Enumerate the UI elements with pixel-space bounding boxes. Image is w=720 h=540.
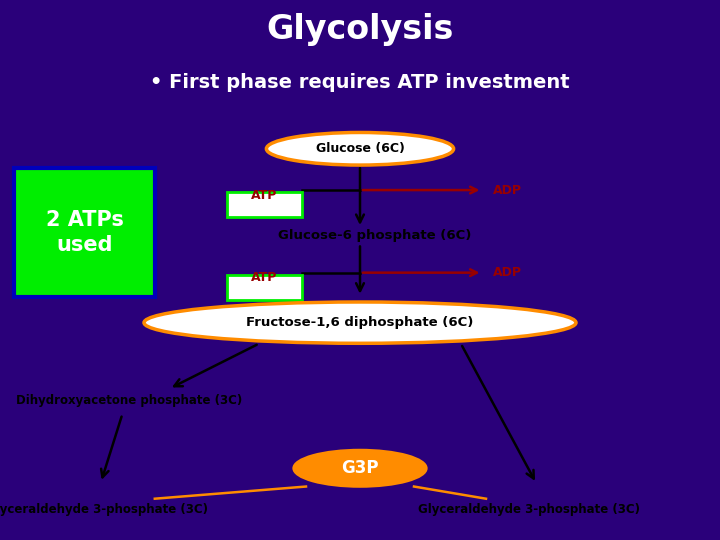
Text: Fructose-1,6 diphosphate (6C): Fructose-1,6 diphosphate (6C) [246,316,474,329]
Text: ADP: ADP [493,266,522,279]
Text: Dihydroxyacetone phosphate (3C): Dihydroxyacetone phosphate (3C) [17,394,243,407]
Text: ADP: ADP [493,184,522,197]
Text: Glucose (6C): Glucose (6C) [315,142,405,156]
Text: Glycolysis: Glycolysis [266,13,454,46]
FancyBboxPatch shape [14,168,155,296]
Text: Glyceraldehyde 3-phosphate (3C): Glyceraldehyde 3-phosphate (3C) [0,503,208,516]
Text: ATP: ATP [251,272,277,285]
Text: G3P: G3P [341,460,379,477]
FancyBboxPatch shape [227,275,302,300]
Text: Glucose-6 phosphate (6C): Glucose-6 phosphate (6C) [278,229,471,242]
Text: • First phase requires ATP investment: • First phase requires ATP investment [150,73,570,92]
Ellipse shape [144,302,576,343]
Text: Glyceraldehyde 3-phosphate (3C): Glyceraldehyde 3-phosphate (3C) [418,503,640,516]
Ellipse shape [294,450,426,487]
Ellipse shape [266,132,454,165]
Text: 2 ATPs
used: 2 ATPs used [45,210,124,255]
Text: ATP: ATP [251,189,277,202]
FancyBboxPatch shape [227,192,302,218]
